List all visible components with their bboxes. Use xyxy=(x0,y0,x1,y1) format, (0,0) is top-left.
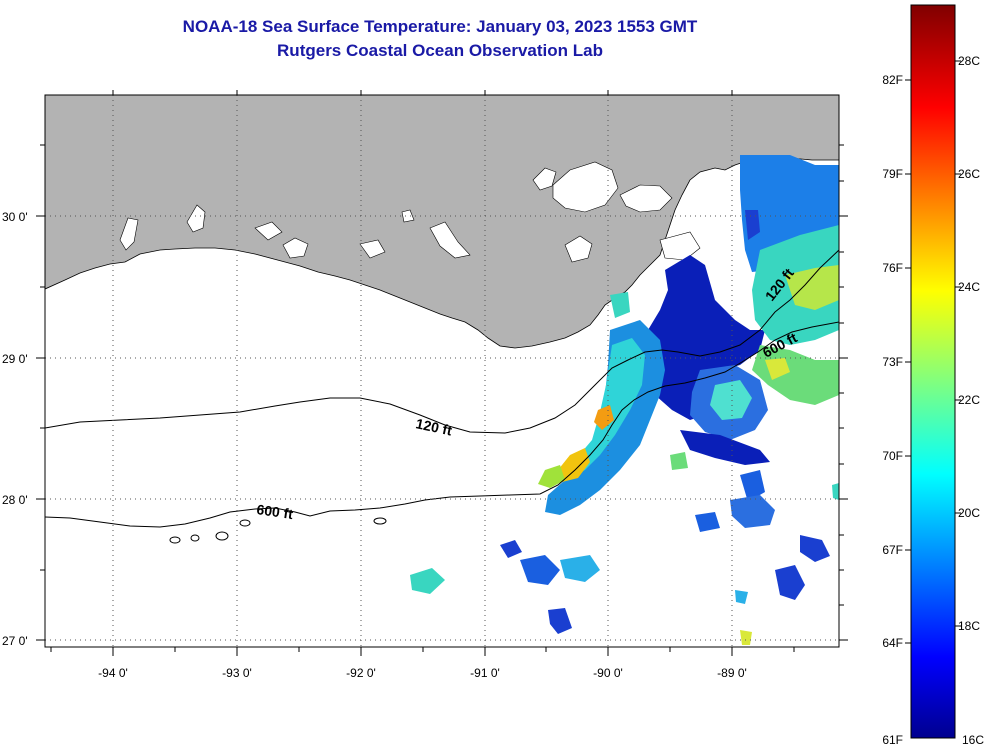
colorbar: 82F 79F 76F 73F 70F 67F 64F 61F 28C 26C … xyxy=(882,4,984,747)
map-title: NOAA-18 Sea Surface Temperature: January… xyxy=(182,17,698,36)
lon-label-91: -91 0' xyxy=(470,666,500,680)
lat-label-30: 30 0' xyxy=(2,210,28,224)
cb-label-76f: 76F xyxy=(882,261,903,275)
cb-label-24c: 24C xyxy=(958,280,980,294)
map-frame xyxy=(44,94,840,648)
map-subtitle: Rutgers Coastal Ocean Observation Lab xyxy=(277,41,603,60)
graticule xyxy=(45,95,839,647)
colorbar-ticks xyxy=(905,60,961,644)
cb-label-67f: 67F xyxy=(882,543,903,557)
inland-lakes xyxy=(119,161,701,263)
lon-label-93: -93 0' xyxy=(222,666,252,680)
cb-label-20c: 20C xyxy=(958,506,980,520)
cb-label-16c: 16C xyxy=(962,733,984,747)
contour-120ft xyxy=(45,249,839,434)
lon-label-94: -94 0' xyxy=(98,666,128,680)
cb-label-64f: 64F xyxy=(882,636,903,650)
land-mass xyxy=(45,95,839,349)
cb-label-79f: 79F xyxy=(882,167,903,181)
cb-label-82f: 82F xyxy=(882,73,903,87)
lat-label-29: 29 0' xyxy=(2,352,28,366)
contour-label-120-west: 120 ft xyxy=(414,415,453,438)
cb-label-73f: 73F xyxy=(882,355,903,369)
axis-ticks xyxy=(36,90,848,656)
cb-label-28c: 28C xyxy=(958,54,980,68)
lat-label-27: 27 0' xyxy=(2,634,28,648)
cb-label-18c: 18C xyxy=(958,619,980,633)
cb-label-61f: 61F xyxy=(882,733,903,747)
cb-label-70f: 70F xyxy=(882,449,903,463)
cb-label-22c: 22C xyxy=(958,393,980,407)
colorbar-gradient xyxy=(910,4,956,739)
cb-label-26c: 26C xyxy=(958,167,980,181)
sst-data-layer xyxy=(410,155,839,645)
lon-label-92: -92 0' xyxy=(346,666,376,680)
bathymetry-contours xyxy=(45,249,839,544)
lat-label-28: 28 0' xyxy=(2,493,28,507)
lon-label-90: -90 0' xyxy=(593,666,623,680)
lon-label-89: -89 0' xyxy=(717,666,747,680)
contour-600ft xyxy=(45,321,839,528)
contour-label-600-west: 600 ft xyxy=(256,501,295,522)
